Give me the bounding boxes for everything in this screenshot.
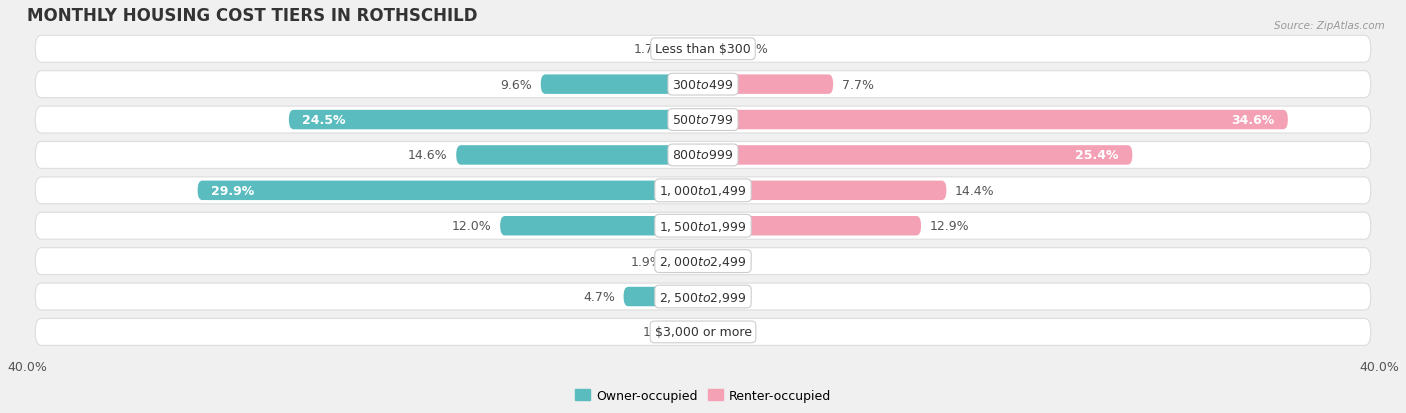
- FancyBboxPatch shape: [35, 178, 1371, 204]
- FancyBboxPatch shape: [671, 252, 703, 271]
- FancyBboxPatch shape: [35, 142, 1371, 169]
- FancyBboxPatch shape: [35, 283, 1371, 310]
- FancyBboxPatch shape: [623, 287, 703, 306]
- Text: 12.0%: 12.0%: [451, 220, 492, 233]
- Text: 29.9%: 29.9%: [211, 184, 254, 197]
- FancyBboxPatch shape: [35, 107, 1371, 134]
- Text: 0.0%: 0.0%: [711, 325, 744, 339]
- FancyBboxPatch shape: [35, 71, 1371, 98]
- Text: 24.5%: 24.5%: [302, 114, 346, 127]
- FancyBboxPatch shape: [198, 181, 703, 201]
- Text: 25.4%: 25.4%: [1076, 149, 1119, 162]
- Text: 12.9%: 12.9%: [929, 220, 969, 233]
- Text: 0.0%: 0.0%: [711, 290, 744, 303]
- Text: 0.0%: 0.0%: [711, 255, 744, 268]
- Text: 1.5%: 1.5%: [737, 43, 769, 56]
- Text: 34.6%: 34.6%: [1232, 114, 1274, 127]
- FancyBboxPatch shape: [703, 216, 921, 236]
- Text: $2,000 to $2,499: $2,000 to $2,499: [659, 254, 747, 268]
- FancyBboxPatch shape: [703, 111, 1288, 130]
- Text: $800 to $999: $800 to $999: [672, 149, 734, 162]
- FancyBboxPatch shape: [703, 75, 834, 95]
- Text: 14.4%: 14.4%: [955, 184, 994, 197]
- Text: Source: ZipAtlas.com: Source: ZipAtlas.com: [1274, 21, 1385, 31]
- FancyBboxPatch shape: [456, 146, 703, 165]
- FancyBboxPatch shape: [501, 216, 703, 236]
- Text: 1.2%: 1.2%: [643, 325, 675, 339]
- Text: $3,000 or more: $3,000 or more: [655, 325, 751, 339]
- Text: 4.7%: 4.7%: [583, 290, 614, 303]
- Text: 9.6%: 9.6%: [501, 78, 533, 91]
- FancyBboxPatch shape: [35, 248, 1371, 275]
- Text: 1.7%: 1.7%: [634, 43, 666, 56]
- FancyBboxPatch shape: [541, 75, 703, 95]
- Text: $300 to $499: $300 to $499: [672, 78, 734, 91]
- Text: $500 to $799: $500 to $799: [672, 114, 734, 127]
- Text: 1.9%: 1.9%: [631, 255, 662, 268]
- Text: $1,000 to $1,499: $1,000 to $1,499: [659, 184, 747, 198]
- FancyBboxPatch shape: [35, 319, 1371, 346]
- FancyBboxPatch shape: [288, 111, 703, 130]
- Text: MONTHLY HOUSING COST TIERS IN ROTHSCHILD: MONTHLY HOUSING COST TIERS IN ROTHSCHILD: [27, 7, 478, 25]
- Text: 7.7%: 7.7%: [842, 78, 873, 91]
- Text: $2,500 to $2,999: $2,500 to $2,999: [659, 290, 747, 304]
- FancyBboxPatch shape: [703, 146, 1132, 165]
- Text: 14.6%: 14.6%: [408, 149, 447, 162]
- Legend: Owner-occupied, Renter-occupied: Owner-occupied, Renter-occupied: [569, 384, 837, 407]
- FancyBboxPatch shape: [683, 323, 703, 342]
- FancyBboxPatch shape: [703, 181, 946, 201]
- FancyBboxPatch shape: [675, 40, 703, 59]
- Text: $1,500 to $1,999: $1,500 to $1,999: [659, 219, 747, 233]
- FancyBboxPatch shape: [35, 213, 1371, 240]
- FancyBboxPatch shape: [35, 36, 1371, 63]
- FancyBboxPatch shape: [703, 40, 728, 59]
- Text: Less than $300: Less than $300: [655, 43, 751, 56]
